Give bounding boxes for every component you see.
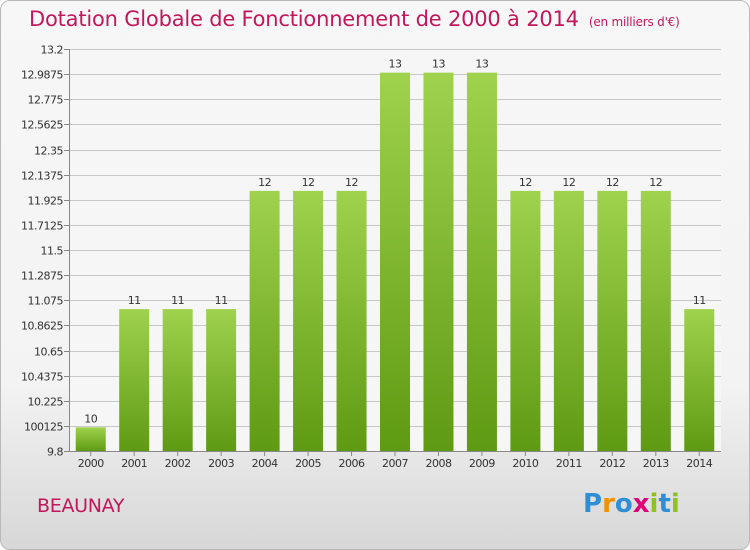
- logo-letter: x: [632, 489, 650, 519]
- x-tick-label: 2003: [208, 457, 234, 470]
- bar: [249, 190, 280, 451]
- data-label: 12: [649, 176, 662, 189]
- x-tick-label: 2009: [469, 457, 495, 470]
- x-tick-label: 2011: [556, 457, 582, 470]
- x-tick-label: 2008: [425, 457, 451, 470]
- x-tick-label: 2010: [512, 457, 538, 470]
- x-tick-label: 2012: [599, 457, 625, 470]
- data-label: 10: [84, 412, 97, 425]
- bar: [380, 72, 410, 451]
- y-tick-label: 12.1375: [21, 170, 63, 183]
- bar: [423, 72, 454, 451]
- y-tick-label: 10.8625: [21, 320, 63, 333]
- bar: [597, 190, 628, 451]
- y-tick-label: 11.7125: [21, 220, 63, 233]
- y-tick-label: 10.225: [28, 396, 64, 409]
- x-tick-label: 2014: [686, 457, 712, 470]
- y-tick-label: 13.2: [41, 44, 64, 57]
- y-tick-label: 10.4375: [21, 371, 63, 384]
- y-tick-label: 11.5: [41, 245, 64, 258]
- logo-letter: P: [583, 489, 603, 519]
- y-tick-label: 100125: [24, 421, 63, 434]
- data-label: 13: [432, 58, 445, 71]
- bar: [466, 72, 497, 451]
- y-tick-label: 11.075: [28, 295, 64, 308]
- data-label: 12: [606, 176, 619, 189]
- data-label: 12: [562, 176, 575, 189]
- bar: [553, 190, 584, 451]
- x-tick-label: 2013: [643, 457, 669, 470]
- y-tick-label: 9.8: [47, 446, 63, 459]
- y-tick-label: 11.925: [28, 195, 64, 208]
- logo-letter: o: [614, 489, 633, 519]
- bar: [75, 427, 106, 451]
- y-tick-label: 12.5625: [21, 119, 63, 132]
- data-label: 13: [475, 58, 488, 71]
- y-tick-label: 11.2875: [21, 270, 63, 283]
- x-tick-label: 2006: [339, 457, 365, 470]
- y-tick-label: 12.9875: [21, 69, 63, 82]
- x-tick-label: 2002: [165, 457, 191, 470]
- bar: [336, 190, 367, 451]
- x-tick-label: 2007: [382, 457, 408, 470]
- bar: [293, 190, 324, 451]
- logo-letter: t: [658, 489, 671, 519]
- bar: [510, 190, 541, 451]
- data-label: 13: [389, 58, 402, 71]
- commune-name: BEAUNAY: [37, 495, 125, 517]
- data-label: 11: [215, 294, 228, 307]
- proxiti-logo: Proxiti: [583, 489, 680, 519]
- data-label: 11: [171, 294, 184, 307]
- y-tick-label: 12.775: [28, 94, 64, 107]
- bar: [206, 309, 237, 451]
- logo-letter: i: [670, 489, 680, 519]
- logo-letter: r: [602, 489, 615, 519]
- chart-subtitle: (en milliers d'€): [588, 15, 680, 29]
- x-tick-label: 2005: [295, 457, 321, 470]
- y-tick-label: 10.65: [34, 346, 63, 359]
- bar: [162, 309, 193, 451]
- x-tick-label: 2001: [121, 457, 147, 470]
- data-label: 12: [302, 176, 315, 189]
- bar: [684, 309, 715, 451]
- chart-title-text: Dotation Globale de Fonctionnement de 20…: [29, 7, 579, 31]
- data-label: 11: [693, 294, 706, 307]
- logo-letter: i: [649, 489, 659, 519]
- data-label: 12: [345, 176, 358, 189]
- data-label: 11: [128, 294, 141, 307]
- data-label: 12: [519, 176, 532, 189]
- x-tick-label: 2004: [252, 457, 278, 470]
- y-tick-label: 12.35: [34, 145, 63, 158]
- chart-title: Dotation Globale de Fonctionnement de 20…: [29, 7, 680, 31]
- x-tick-label: 2000: [78, 457, 104, 470]
- bar: [119, 309, 150, 451]
- bar: [640, 190, 671, 451]
- data-label: 12: [258, 176, 271, 189]
